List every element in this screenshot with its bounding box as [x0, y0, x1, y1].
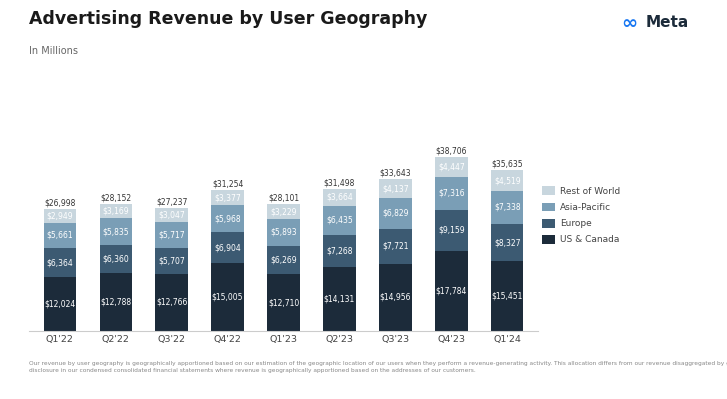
Bar [44, 277, 76, 331]
Text: $7,268: $7,268 [326, 247, 353, 255]
Bar [100, 245, 132, 273]
Text: $6,904: $6,904 [214, 243, 241, 253]
Bar [268, 219, 300, 245]
Text: $4,447: $4,447 [438, 162, 465, 171]
Text: $14,131: $14,131 [324, 295, 355, 304]
Text: $6,435: $6,435 [326, 215, 353, 225]
Text: $5,835: $5,835 [103, 227, 129, 236]
Text: $12,710: $12,710 [268, 298, 299, 307]
Bar [268, 245, 300, 274]
Bar [212, 232, 244, 263]
Text: $6,364: $6,364 [47, 258, 73, 267]
Text: $5,893: $5,893 [270, 228, 297, 237]
Text: $33,643: $33,643 [379, 169, 411, 178]
Text: Meta: Meta [646, 15, 688, 30]
Bar [100, 204, 132, 219]
Text: $14,956: $14,956 [379, 293, 411, 302]
Text: $6,269: $6,269 [270, 255, 297, 264]
Text: $9,159: $9,159 [438, 226, 465, 235]
Text: $6,360: $6,360 [103, 255, 129, 264]
Bar [435, 156, 467, 177]
Text: ∞: ∞ [622, 14, 638, 33]
Bar [491, 170, 523, 191]
Text: $12,788: $12,788 [100, 298, 132, 307]
Text: $31,254: $31,254 [212, 180, 244, 189]
Text: $7,316: $7,316 [438, 189, 465, 198]
Bar [379, 229, 411, 264]
Text: $3,229: $3,229 [270, 207, 297, 216]
Text: $3,169: $3,169 [103, 207, 129, 216]
Bar [379, 264, 411, 331]
Bar [100, 273, 132, 331]
Text: $38,706: $38,706 [435, 146, 467, 155]
Text: $7,721: $7,721 [382, 242, 409, 251]
Text: Advertising Revenue by User Geography: Advertising Revenue by User Geography [29, 10, 427, 28]
Text: $3,047: $3,047 [158, 211, 185, 220]
Text: $12,024: $12,024 [44, 300, 76, 308]
Text: In Millions: In Millions [29, 46, 78, 56]
Text: $26,998: $26,998 [44, 199, 76, 208]
Text: $7,338: $7,338 [494, 203, 521, 212]
Bar [212, 263, 244, 331]
Bar [212, 205, 244, 232]
Bar [491, 191, 523, 224]
Text: $31,498: $31,498 [324, 178, 356, 188]
Bar [324, 267, 356, 331]
Text: $3,377: $3,377 [214, 194, 241, 202]
Text: $5,661: $5,661 [47, 231, 73, 240]
Bar [156, 208, 188, 222]
Text: $12,766: $12,766 [156, 298, 188, 307]
Bar [435, 251, 467, 331]
Bar [379, 198, 411, 229]
Bar [44, 248, 76, 277]
Text: $5,707: $5,707 [158, 256, 185, 265]
Bar [268, 274, 300, 331]
Bar [435, 177, 467, 209]
Bar [491, 224, 523, 261]
Text: $2,949: $2,949 [47, 211, 73, 221]
Text: $3,664: $3,664 [326, 193, 353, 202]
Text: $28,152: $28,152 [100, 194, 132, 203]
Text: $17,784: $17,784 [435, 286, 467, 296]
Bar [268, 204, 300, 219]
Text: $4,519: $4,519 [494, 176, 521, 185]
Text: $27,237: $27,237 [156, 198, 188, 207]
Bar [324, 189, 356, 205]
Bar [379, 180, 411, 198]
Text: $6,829: $6,829 [382, 209, 409, 218]
Text: $28,101: $28,101 [268, 194, 299, 203]
Bar [156, 248, 188, 274]
Text: $15,451: $15,451 [491, 292, 523, 301]
Text: $35,635: $35,635 [491, 160, 523, 169]
Text: $15,005: $15,005 [212, 293, 244, 302]
Bar [156, 222, 188, 248]
Text: $4,137: $4,137 [382, 184, 409, 193]
Bar [212, 190, 244, 205]
Bar [156, 274, 188, 331]
Text: $5,717: $5,717 [158, 231, 185, 239]
Bar [324, 205, 356, 235]
Text: Our revenue by user geography is geographically apportioned based on our estimat: Our revenue by user geography is geograp… [29, 361, 727, 373]
Bar [100, 219, 132, 245]
Bar [44, 223, 76, 248]
Bar [44, 209, 76, 223]
Legend: Rest of World, Asia-Pacific, Europe, US & Canada: Rest of World, Asia-Pacific, Europe, US … [542, 186, 620, 245]
Bar [491, 261, 523, 331]
Text: $8,327: $8,327 [494, 238, 521, 247]
Bar [435, 209, 467, 251]
Bar [324, 235, 356, 267]
Text: $5,968: $5,968 [214, 214, 241, 223]
